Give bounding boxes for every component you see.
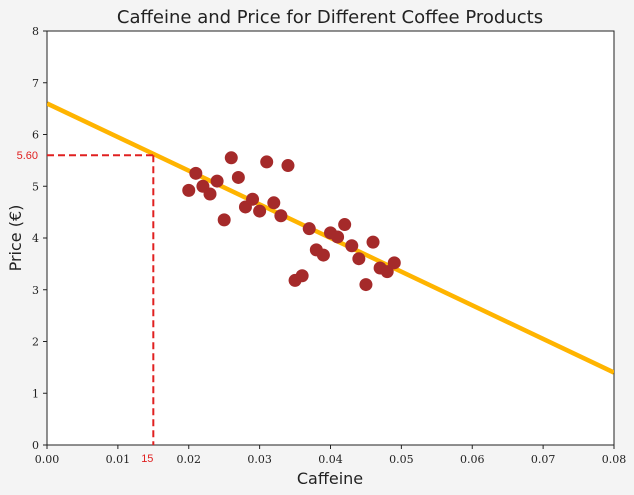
data-point: [246, 192, 260, 206]
data-point: [366, 235, 380, 249]
x-axis-label: Caffeine: [297, 469, 363, 488]
x-tick-label: 0.00: [35, 453, 60, 466]
x-tick-label: 0.04: [318, 453, 343, 466]
data-point: [281, 159, 295, 173]
y-tick-label: 4: [32, 232, 39, 245]
data-point: [316, 248, 330, 262]
y-tick-label: 0: [32, 439, 39, 452]
data-point: [387, 256, 401, 270]
data-point: [189, 166, 203, 180]
y-axis-ticks: 0 1 2 3 4 5 6 7 8: [32, 25, 47, 452]
reference-y-label: 5.60: [17, 150, 38, 162]
x-tick-label: 0.02: [177, 453, 202, 466]
reference-x-label: 15: [141, 453, 153, 465]
data-point: [380, 265, 394, 279]
data-point: [267, 196, 281, 210]
y-tick-label: 2: [32, 336, 39, 349]
data-point: [359, 278, 373, 292]
data-point: [302, 222, 316, 236]
y-tick-label: 7: [32, 77, 39, 90]
y-tick-label: 3: [32, 284, 39, 297]
x-tick-label: 0.05: [389, 453, 414, 466]
data-point: [338, 218, 352, 232]
y-tick-label: 1: [32, 387, 39, 400]
data-point: [345, 239, 359, 253]
data-point: [217, 213, 231, 227]
data-point: [231, 170, 245, 184]
y-axis-label: Price (€): [6, 205, 25, 272]
data-point: [182, 183, 196, 197]
data-points: [182, 151, 401, 292]
chart-title: Caffeine and Price for Different Coffee …: [117, 7, 543, 28]
x-tick-label: 0.01: [106, 453, 131, 466]
x-tick-label: 0.08: [602, 453, 627, 466]
data-point: [224, 151, 238, 165]
reference-lines: [47, 154, 155, 445]
data-point: [260, 155, 274, 169]
data-point: [210, 174, 224, 188]
data-point: [274, 209, 288, 223]
x-axis-ticks: 0.00 0.01 0.02 0.03 0.04 0.05 0.06 0.07 0.08: [35, 445, 627, 466]
data-point: [295, 269, 309, 283]
y-tick-label: 8: [32, 25, 39, 38]
x-tick-label: 0.06: [460, 453, 485, 466]
y-tick-label: 5: [32, 180, 39, 193]
data-point: [352, 252, 366, 266]
x-tick-label: 0.07: [531, 453, 556, 466]
y-tick-label: 6: [32, 129, 39, 142]
data-point: [203, 187, 217, 201]
x-tick-label: 0.03: [247, 453, 272, 466]
data-point: [253, 204, 267, 218]
data-point: [331, 230, 345, 244]
reference-labels: 155.60: [17, 150, 154, 465]
